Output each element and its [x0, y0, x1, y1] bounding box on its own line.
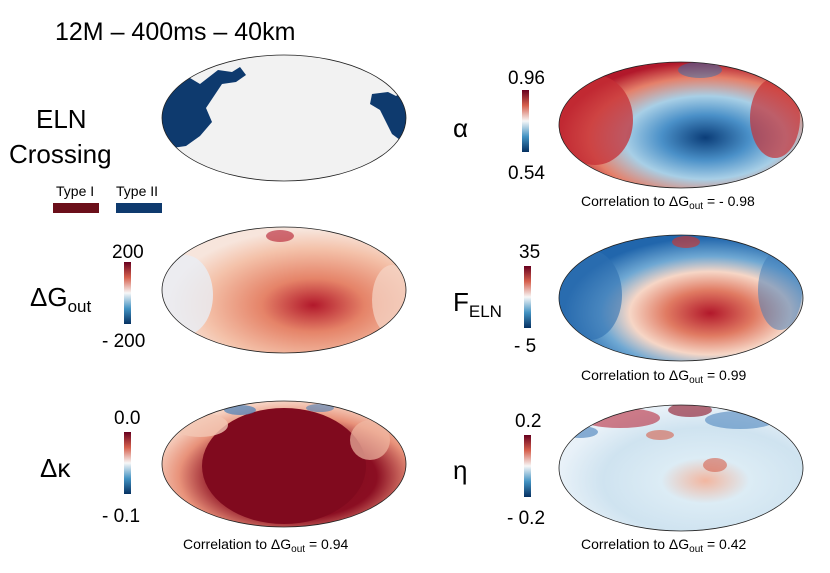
feln-map [558, 234, 804, 362]
dkappa-cbar-min: - 0.1 [102, 506, 141, 527]
alpha-correlation: Correlation to ΔGout = - 0.98 [581, 193, 755, 212]
alpha-map [558, 61, 804, 189]
feln-correlation: Correlation to ΔGout = 0.99 [581, 367, 747, 386]
figure-title: 12M – 400ms – 40km [55, 18, 296, 46]
dgout-cbar-max: 200 [112, 242, 144, 263]
legend-type1-label: Type I [56, 183, 95, 199]
feln-label: FELN [453, 287, 502, 321]
dkappa-correlation: Correlation to ΔGout = 0.94 [183, 536, 349, 555]
eta-cbar-max: 0.2 [515, 411, 542, 432]
eta-label: η [453, 455, 468, 485]
feln-cbar-max: 35 [519, 242, 541, 263]
eln-label-line2: Crossing [9, 139, 112, 169]
alpha-cbar-max: 0.96 [508, 68, 545, 89]
dkappa-cbar-max: 0.0 [114, 408, 141, 429]
eta-correlation: Correlation to ΔGout = 0.42 [581, 536, 747, 555]
dkappa-map [161, 400, 407, 528]
dkappa-label: Δκ [40, 453, 71, 483]
dgout-map [161, 226, 407, 354]
feln-cbar-min: - 5 [514, 336, 537, 357]
eln-crossing-map [161, 54, 407, 182]
feln-colorbar [524, 266, 531, 328]
dgout-colorbar [124, 262, 131, 324]
type2-region-west [162, 67, 246, 148]
alpha-cbar-min: 0.54 [508, 163, 545, 184]
dgout-label: ΔGout [30, 282, 92, 316]
alpha-colorbar [522, 90, 529, 152]
legend-type2-label: Type II [116, 183, 159, 199]
eta-map [558, 404, 804, 532]
alpha-label: α [453, 113, 469, 143]
type2-region-east [370, 88, 406, 140]
dkappa-colorbar [124, 432, 131, 494]
legend-type2-swatch [116, 203, 162, 213]
eta-colorbar [524, 435, 531, 497]
eta-cbar-min: - 0.2 [507, 508, 546, 529]
dgout-cbar-min: - 200 [102, 331, 146, 352]
legend-type1-swatch [53, 203, 99, 213]
eln-label-line1: ELN [36, 104, 87, 134]
